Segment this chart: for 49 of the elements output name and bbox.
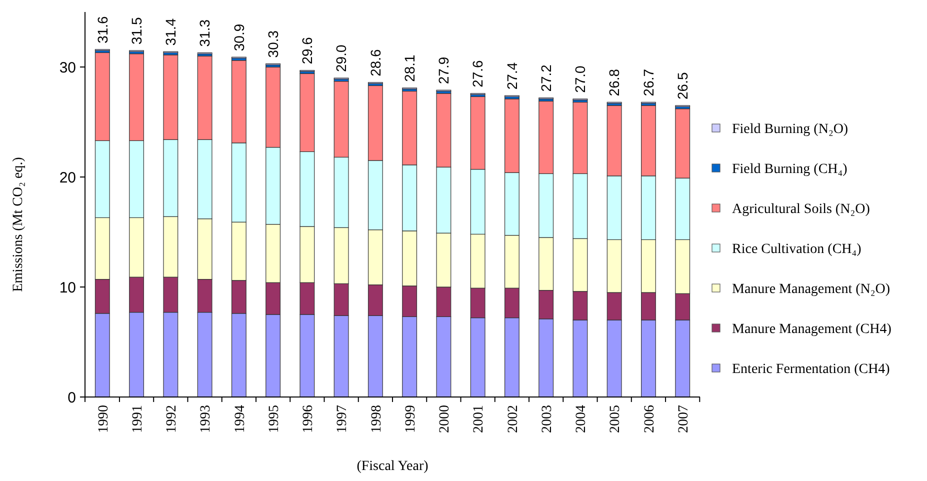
total-label: 27.2: [538, 64, 554, 92]
total-label: 30.3: [264, 30, 281, 58]
legend-label: Agricultural Soils (N₂O): [732, 202, 870, 217]
legend-label: Field Burning (N₂O): [732, 122, 848, 137]
x-tick-label: 1996: [301, 405, 316, 433]
x-tick-label: 1994: [232, 405, 248, 433]
total-label: 27.0: [572, 65, 588, 93]
x-tick-label: 2003: [540, 405, 555, 433]
x-tick-label: 2007: [676, 405, 692, 433]
x-tick-label: 2000: [438, 405, 453, 433]
total-label: 28.1: [401, 54, 418, 82]
total-label: 27.4: [504, 62, 520, 90]
x-tick-label: 2001: [472, 405, 487, 433]
x-tick-label: 1997: [335, 405, 350, 433]
legend-label: Field Burning (CH₄): [732, 162, 848, 177]
total-label: 28.6: [367, 48, 384, 76]
y-tick-label: 20: [59, 169, 76, 186]
legend-label: Enteric Fermentation (CH4): [732, 362, 890, 377]
x-tick-label: 1993: [198, 405, 214, 433]
x-tick-label: 1998: [369, 405, 384, 433]
total-label: 31.3: [196, 19, 213, 47]
total-label: 31.6: [94, 16, 110, 44]
legend-label: Rice Cultivation (CH₄): [732, 242, 862, 257]
y-tick-label: 0: [68, 389, 76, 406]
x-tick-label: 2002: [506, 405, 521, 433]
x-tick-label: 2004: [574, 405, 590, 433]
legend-label: Manure Management (CH4): [732, 322, 892, 337]
total-label: 27.6: [470, 60, 486, 88]
y-axis-title: Emissions (Mt CO₂ eq.): [11, 156, 26, 292]
total-label: 27.9: [436, 56, 452, 84]
x-tick-label: 2005: [608, 405, 624, 433]
x-tick-label: 1992: [164, 405, 180, 433]
total-label: 29.0: [333, 44, 350, 72]
total-label: 31.4: [162, 18, 179, 46]
y-tick-label: 10: [59, 279, 76, 296]
total-label: 26.7: [640, 68, 656, 96]
total-label: 26.8: [606, 68, 622, 96]
x-tick-label: 1990: [96, 405, 112, 433]
x-tick-label: 2006: [642, 405, 658, 433]
x-tick-label: 1995: [266, 405, 282, 433]
y-tick-label: 30: [59, 59, 76, 76]
x-tick-label: 1991: [130, 405, 146, 433]
total-label: 29.6: [299, 36, 316, 64]
legend-label: Manure Management (N₂O): [732, 282, 890, 297]
total-label: 31.5: [128, 17, 144, 44]
total-label: 30.9: [230, 24, 247, 52]
total-label: 26.5: [674, 72, 690, 100]
x-axis-title: (Fiscal Year): [356, 459, 429, 474]
x-tick-label: 1999: [403, 405, 418, 433]
